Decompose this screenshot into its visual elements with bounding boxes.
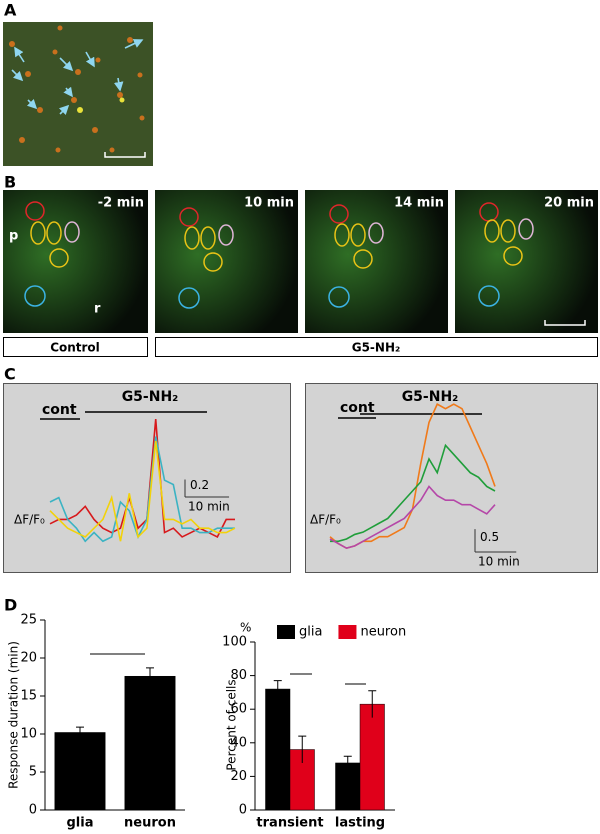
y-tick-label: 15 [20, 689, 37, 704]
legend-swatch [277, 625, 295, 639]
y-axis-label: ΔF/F₀ [14, 513, 45, 527]
y-axis-label: Percent of cells [225, 679, 239, 770]
error-bar [146, 667, 154, 685]
legend-swatch [338, 625, 357, 639]
y-tick-label: 25 [20, 613, 37, 628]
y-tick-label: 60 [230, 702, 247, 717]
bar [335, 762, 361, 811]
micrograph-a [3, 22, 153, 166]
y-tick-label: 5 [29, 765, 37, 780]
x-tick-label: glia [67, 816, 94, 831]
legend-label: glia [299, 625, 322, 640]
y-tick-label: 10 [20, 727, 37, 742]
panel-label: D [4, 596, 17, 615]
annotation: cont [340, 400, 375, 416]
time-label: 20 min [544, 196, 594, 211]
x-tick-label: neuron [124, 816, 176, 831]
annotation: G5-NH₂ [122, 389, 179, 405]
micrograph-b [3, 190, 598, 333]
y-axis-label: ΔF/F₀ [310, 513, 341, 527]
trace [330, 443, 496, 543]
y-tick-label: 40 [230, 735, 247, 750]
scale-label: 0.5 [480, 530, 499, 544]
error-bar [76, 726, 84, 738]
condition-label: Control [50, 341, 100, 355]
trace-panel [305, 383, 598, 573]
scale-label: 10 min [188, 500, 230, 514]
panel-label: A [4, 1, 17, 20]
significance-lines [90, 653, 366, 685]
time-label: 10 min [244, 196, 294, 211]
scale-label: 10 min [478, 555, 520, 569]
time-label: -2 min [98, 196, 144, 211]
y-tick-label: 20 [230, 769, 247, 784]
annotation: G5-NH₂ [402, 389, 459, 405]
trace-panel [3, 383, 291, 573]
panel-label: C [4, 365, 16, 384]
region-label: r [94, 302, 101, 317]
y-tick-label: 0 [29, 803, 37, 818]
error-bar [298, 735, 307, 763]
error-bar [368, 690, 377, 718]
error-bar [273, 680, 282, 698]
y-tick-label: 0 [239, 803, 247, 818]
region-label: p [9, 229, 18, 244]
scale-label: 0.2 [190, 478, 209, 492]
time-label: 14 min [394, 196, 444, 211]
bar [359, 703, 385, 811]
annotation: cont [42, 402, 77, 418]
y-tick-label: 20 [20, 651, 37, 666]
condition-box [3, 337, 148, 357]
unit-label: % [240, 621, 251, 635]
bar [265, 688, 291, 811]
legend-label: neuron [360, 625, 406, 640]
x-tick-label: lasting [335, 816, 385, 831]
y-axis-label: Response duration (min) [7, 641, 21, 789]
trace [329, 485, 496, 550]
error-bar [343, 755, 352, 770]
bar [124, 675, 176, 811]
y-tick-label: 100 [222, 635, 247, 650]
condition-box [155, 337, 598, 357]
bar [54, 732, 106, 811]
x-tick-label: transient [256, 816, 323, 831]
condition-label: G5-NH₂ [352, 341, 401, 355]
panel-label: B [4, 173, 16, 192]
trace [49, 419, 235, 538]
y-tick-label: 80 [230, 668, 247, 683]
trace [49, 440, 236, 542]
